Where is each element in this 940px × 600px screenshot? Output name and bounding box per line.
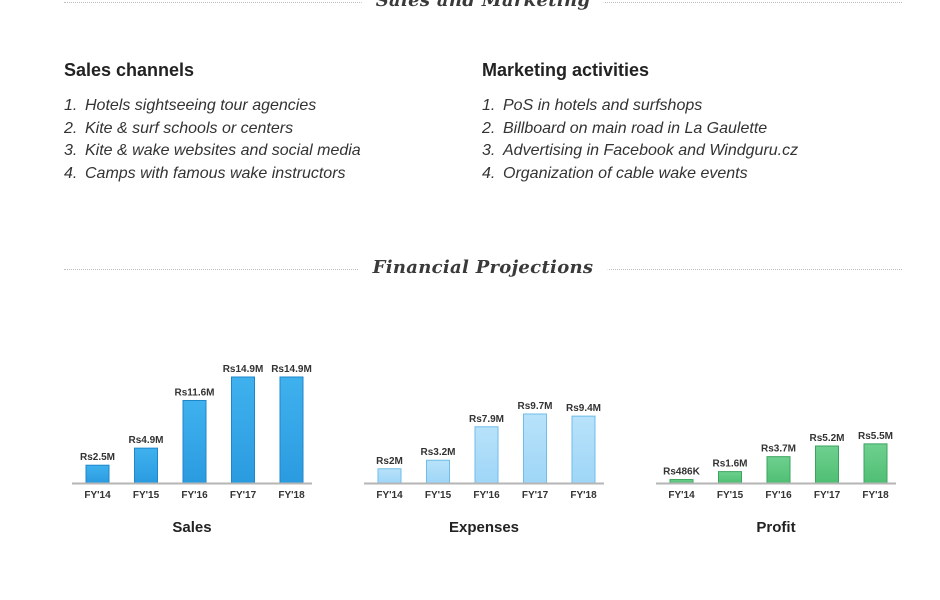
expenses-chart: Rs2M FY'14 Rs3.2M FY'15 Rs7.9M FY'16 Rs9.7M FY'… — [364, 300, 604, 550]
list-text: Camps with famous wake instructors — [85, 164, 346, 182]
sales-bar — [231, 376, 255, 484]
sales-channels-column: Sales channels 1. Hotels sightseeing tour… — [64, 60, 464, 185]
sales-bar — [182, 399, 207, 484]
sales-data-label: Rs2.5M — [80, 452, 115, 463]
sales-bar — [279, 376, 304, 484]
profit-data-label: Rs1.6M — [712, 459, 747, 470]
sales-x-tick-label: FY'17 — [230, 490, 257, 501]
profit-chart-svg: Rs486K FY'14 Rs1.6M FY'15 Rs3.7M FY'16 Rs5.2M F… — [656, 431, 896, 501]
list-item: 2. Billboard on main road in La Gaulette — [482, 118, 882, 141]
profit-bar — [863, 443, 888, 484]
list-number: 4. — [64, 164, 78, 182]
sales-data-label: Rs14.9M — [271, 364, 312, 375]
list-text: Organization of cable wake events — [503, 164, 748, 182]
sales-chart-title: Sales — [172, 519, 212, 536]
expenses-data-label: Rs2M — [376, 456, 403, 467]
expenses-bar — [571, 415, 596, 484]
expenses-bar — [377, 468, 402, 484]
sales-x-tick-label: FY'18 — [278, 490, 305, 501]
list-number: 3. — [482, 142, 496, 159]
profit-x-tick-label: FY'16 — [765, 490, 792, 501]
expenses-chart-svg: Rs2M FY'14 Rs3.2M FY'15 Rs7.9M FY'16 Rs9.7M FY'… — [364, 401, 604, 501]
list-item: 3. Kite & wake websites and social media — [64, 140, 464, 163]
list-number: 1. — [482, 97, 496, 114]
section-header-sales-marketing: Sales and Marketing — [64, 0, 902, 14]
profit-chart-title: Profit — [756, 519, 796, 536]
profit-chart: Rs486K FY'14 Rs1.6M FY'15 Rs3.7M FY'16 Rs5.2M F… — [656, 300, 896, 550]
profit-x-tick-label: FY'14 — [668, 490, 695, 501]
list-number: 2. — [64, 119, 78, 137]
section-title: Sales and Marketing — [361, 0, 605, 11]
sales-chart-svg: Rs2.5M FY'14 Rs4.9M FY'15 Rs11.6M FY'16 Rs14.9… — [72, 364, 312, 501]
profit-data-label: Rs5.2M — [809, 433, 844, 444]
list-text: Kite & surf schools or centers — [85, 119, 294, 137]
profit-data-label: Rs5.5M — [858, 431, 893, 442]
expenses-data-label: Rs9.7M — [517, 401, 552, 412]
marketing-activities-heading: Marketing activities — [482, 60, 650, 80]
sales-bar — [85, 464, 110, 484]
expenses-data-label: Rs9.4M — [566, 403, 601, 414]
list-number: 2. — [482, 119, 496, 137]
list-item: 4. Organization of cable wake events — [482, 163, 882, 186]
expenses-bar — [426, 459, 450, 484]
list-number: 3. — [64, 142, 78, 159]
profit-data-label: Rs486K — [663, 467, 700, 478]
expenses-x-tick-label: FY'18 — [570, 490, 597, 501]
profit-bar — [718, 471, 742, 484]
list-text: Advertising in Facebook and Windguru.cz — [503, 142, 799, 159]
expenses-data-label: Rs7.9M — [469, 414, 504, 425]
sales-bar — [134, 447, 158, 484]
list-item: 3. Advertising in Facebook and Windguru.c… — [482, 140, 882, 163]
sales-data-label: Rs4.9M — [128, 435, 163, 446]
profit-bar — [766, 456, 791, 484]
sales-channels-list: 1. Hotels sightseeing tour agencies 2. Kit… — [64, 95, 464, 185]
sales-data-label: Rs14.9M — [223, 364, 264, 375]
profit-bar — [815, 445, 839, 484]
list-item: 2. Kite & surf schools or centers — [64, 118, 464, 141]
marketing-activities-column: Marketing activities 1. PoS in hotels and… — [482, 60, 882, 185]
expenses-bar — [523, 413, 547, 484]
expenses-x-tick-label: FY'14 — [376, 490, 403, 501]
list-text: PoS in hotels and surfshops — [503, 97, 703, 114]
sales-channels-heading: Sales channels — [64, 60, 195, 80]
expenses-data-label: Rs3.2M — [420, 447, 455, 458]
profit-x-tick-label: FY'17 — [814, 490, 841, 501]
expenses-x-tick-label: FY'16 — [473, 490, 500, 501]
sales-x-tick-label: FY'16 — [181, 490, 208, 501]
list-text: Hotels sightseeing tour agencies — [85, 97, 317, 114]
list-number: 1. — [64, 97, 78, 114]
sales-x-tick-label: FY'14 — [84, 490, 111, 501]
sales-x-tick-label: FY'15 — [133, 490, 160, 501]
list-number: 4. — [482, 164, 496, 182]
section-header-financial: Financial Projections — [64, 257, 902, 281]
list-item: 1. PoS in hotels and surfshops — [482, 95, 882, 118]
list-item: 4. Camps with famous wake instructors — [64, 163, 464, 186]
list-item: 1. Hotels sightseeing tour agencies — [64, 95, 464, 118]
profit-x-tick-label: FY'18 — [862, 490, 889, 501]
profit-x-tick-label: FY'15 — [717, 490, 744, 501]
profit-bar — [669, 479, 694, 484]
marketing-activities-list: 1. PoS in hotels and surfshops 2. Billboar… — [482, 95, 882, 185]
list-text: Kite & wake websites and social media — [85, 142, 361, 159]
expenses-bar — [474, 426, 499, 484]
section-title: Financial Projections — [358, 257, 608, 278]
sales-data-label: Rs11.6M — [174, 387, 214, 398]
profit-data-label: Rs3.7M — [761, 444, 796, 455]
expenses-x-tick-label: FY'17 — [522, 490, 549, 501]
sales-chart: Rs2.5M FY'14 Rs4.9M FY'15 Rs11.6M FY'16 Rs14.9… — [72, 300, 312, 550]
expenses-x-tick-label: FY'15 — [425, 490, 452, 501]
expenses-chart-title: Expenses — [448, 519, 520, 536]
list-text: Billboard on main road in La Gaulette — [503, 119, 768, 137]
